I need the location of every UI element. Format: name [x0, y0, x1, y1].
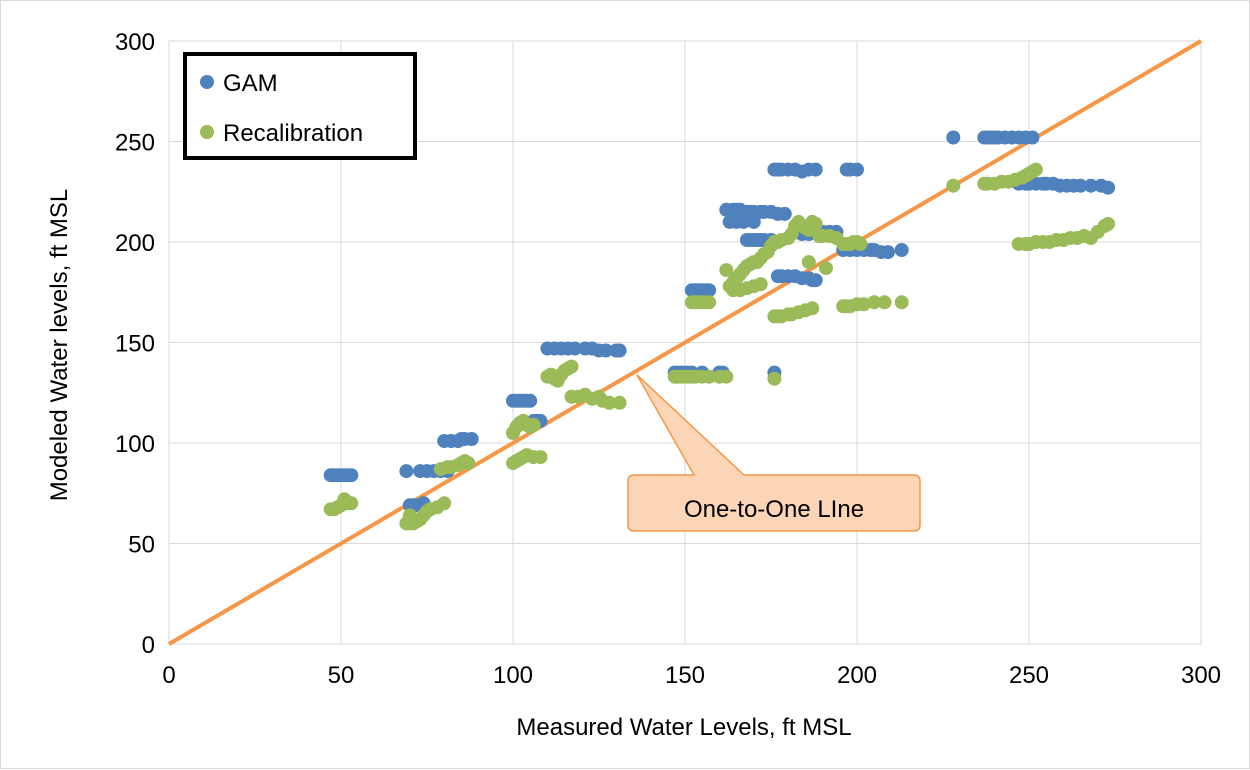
y-tick-label: 0 [142, 632, 155, 659]
data-point-recalibration [612, 395, 627, 410]
data-point-gam [746, 214, 761, 229]
data-point-gam [777, 206, 792, 221]
y-tick-label: 250 [115, 130, 155, 157]
data-point-gam [702, 283, 717, 298]
data-point-gam [736, 214, 751, 229]
legend-marker-recalibration [200, 125, 214, 139]
data-point-recalibration [1101, 216, 1116, 231]
data-point-recalibration [526, 417, 541, 432]
data-point-recalibration [767, 371, 782, 386]
plot-area [168, 40, 1202, 645]
data-point-gam [894, 243, 909, 257]
series-recalibration [323, 162, 1116, 531]
x-tick-label: 200 [837, 662, 877, 689]
legend-label-gam: GAM [223, 70, 278, 97]
data-point-gam [344, 468, 359, 483]
legend-label-recalibration: Recalibration [223, 120, 363, 147]
x-tick-label: 250 [1009, 662, 1049, 689]
y-tick-label: 300 [115, 29, 155, 56]
data-point-recalibration [719, 263, 734, 278]
x-axis-title: Measured Water Levels, ft MSL [516, 714, 851, 741]
data-point-recalibration [805, 301, 820, 316]
data-point-gam [1083, 178, 1098, 193]
y-axis-ticks: 0 50 100 150 200 250 300 [115, 29, 155, 659]
data-point-gam [850, 162, 864, 177]
data-point-recalibration [602, 395, 617, 410]
data-point-gam [399, 464, 414, 479]
y-tick-label: 200 [115, 230, 155, 257]
data-point-gam [1073, 178, 1088, 193]
data-point-recalibration [702, 369, 717, 384]
data-point-recalibration [853, 237, 868, 251]
data-point-recalibration [344, 496, 359, 511]
y-axis-title: Modeled Water levels, ft MSL [46, 189, 73, 502]
y-tick-label: 100 [115, 431, 155, 458]
data-point-gam [612, 343, 627, 358]
data-point-recalibration [461, 456, 476, 471]
x-tick-label: 300 [1181, 662, 1221, 689]
data-point-recalibration [1028, 162, 1043, 177]
data-point-gam [808, 162, 823, 177]
callout-text: One-to-One LIne [684, 496, 864, 523]
data-point-gam [1101, 180, 1116, 195]
y-tick-label: 50 [128, 532, 155, 559]
data-point-gam [523, 393, 538, 408]
data-point-recalibration [819, 261, 833, 276]
x-tick-label: 0 [162, 662, 175, 689]
data-point-gam [808, 273, 823, 288]
data-point-recalibration [719, 369, 734, 384]
data-point-recalibration [877, 295, 892, 310]
data-point-recalibration [437, 496, 452, 511]
data-point-gam [881, 245, 895, 260]
x-tick-label: 100 [493, 662, 533, 689]
legend: GAM Recalibration [183, 52, 417, 160]
data-point-recalibration [801, 255, 816, 270]
data-point-recalibration [808, 216, 823, 231]
data-point-gam [464, 432, 479, 446]
data-points [323, 130, 1116, 531]
data-point-gam [598, 343, 613, 358]
x-tick-label: 150 [665, 662, 705, 689]
x-tick-label: 50 [328, 662, 355, 689]
data-point-recalibration [894, 295, 909, 310]
data-point-recalibration [946, 178, 961, 193]
data-point-gam [1025, 130, 1040, 145]
legend-marker-gam [200, 75, 214, 89]
data-point-recalibration [702, 295, 717, 310]
legend-box [183, 52, 417, 160]
data-point-recalibration [533, 450, 548, 465]
x-axis-ticks: 0 50 100 150 200 250 300 [162, 662, 1221, 689]
y-tick-label: 150 [115, 331, 155, 358]
data-point-gam [567, 341, 582, 356]
callout: One-to-One LIne [627, 374, 921, 532]
data-point-recalibration [753, 277, 768, 292]
plot-border [168, 40, 1202, 645]
callout-box [627, 374, 921, 532]
data-point-gam [946, 130, 961, 145]
data-point-recalibration [867, 295, 882, 310]
data-point-recalibration [564, 359, 579, 374]
